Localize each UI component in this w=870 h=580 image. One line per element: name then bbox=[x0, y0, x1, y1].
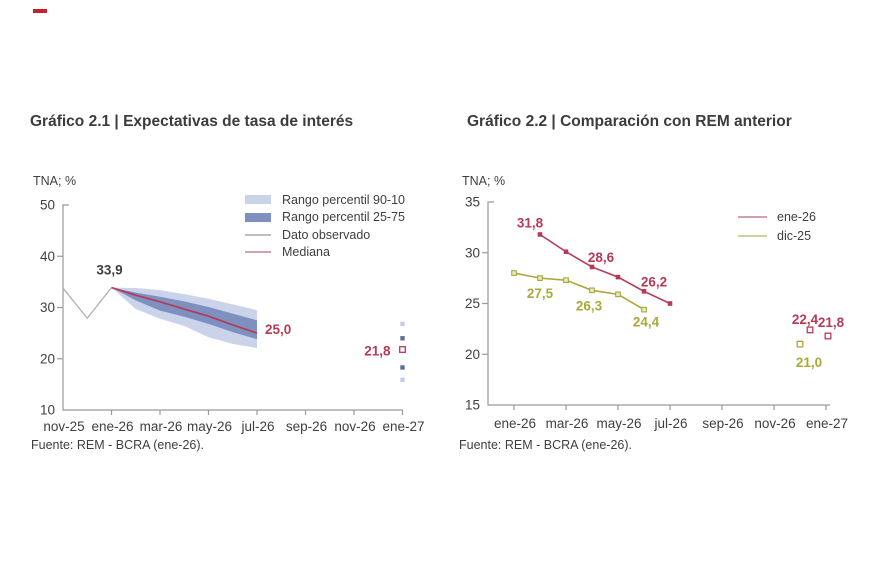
x-tick-label: jul-26 bbox=[653, 416, 687, 431]
scatter-marker-olive-open bbox=[796, 340, 804, 348]
x-tick-label: ene-26 bbox=[91, 419, 133, 434]
source-note: Fuente: REM - BCRA (ene-26). bbox=[31, 438, 204, 452]
percentile-band-25-75 bbox=[111, 287, 257, 340]
legend-item: Dato observado bbox=[245, 227, 405, 242]
median-line bbox=[111, 286, 258, 334]
scatter-marker-band-light bbox=[400, 377, 405, 382]
x-tick-label: ene-26 bbox=[494, 416, 536, 431]
data-label: 31,8 bbox=[517, 215, 544, 230]
source-note: Fuente: REM - BCRA (ene-26). bbox=[459, 438, 632, 452]
legend-label: Rango percentil 25-75 bbox=[282, 210, 405, 224]
x-tick-label: sep-26 bbox=[286, 419, 327, 434]
x-tick-label: jul-26 bbox=[240, 419, 274, 434]
x-tick-label: mar-26 bbox=[140, 419, 183, 434]
y-axis-unit-label: TNA; % bbox=[462, 174, 506, 188]
legend-item: Rango percentil 25-75 bbox=[245, 210, 405, 224]
series-marker-ene-26 bbox=[615, 274, 621, 280]
x-tick-label: ene-27 bbox=[382, 419, 424, 434]
data-label: 33,9 bbox=[96, 263, 122, 278]
y-tick-label: 40 bbox=[40, 249, 55, 264]
x-tick-label: sep-26 bbox=[702, 416, 743, 431]
chart-2-1-title: Gráfico 2.1 | Expectativas de tasa de in… bbox=[30, 113, 354, 130]
legend-item: ene-26 bbox=[738, 209, 816, 224]
scatter-marker-band-light bbox=[400, 321, 405, 327]
legend-item: Mediana bbox=[245, 245, 405, 259]
y-tick-label: 50 bbox=[40, 198, 55, 213]
scatter-marker-band-dark bbox=[400, 365, 405, 370]
y-tick-label: 30 bbox=[40, 300, 55, 315]
x-tick-label: nov-25 bbox=[43, 419, 84, 434]
percentile-25-75-swatch bbox=[245, 212, 271, 222]
percentile-90-10-swatch bbox=[245, 195, 271, 204]
top-accent-dash bbox=[33, 9, 47, 13]
series-marker-dic-25 bbox=[589, 287, 595, 294]
series-marker-ene-26 bbox=[667, 301, 673, 306]
data-label: 24,4 bbox=[633, 315, 660, 330]
observed-line-swatch bbox=[245, 233, 271, 236]
legend-item: Rango percentil 90-10 bbox=[245, 192, 405, 207]
x-tick-label: may-26 bbox=[596, 416, 641, 431]
y-tick-label: 15 bbox=[465, 398, 480, 413]
data-label: 28,6 bbox=[588, 250, 615, 265]
series-marker-ene-26 bbox=[563, 249, 569, 255]
data-label: 26,2 bbox=[641, 274, 667, 289]
scatter-marker-median-open bbox=[399, 346, 406, 353]
data-label: 21,0 bbox=[796, 355, 822, 370]
series-marker-ene-26 bbox=[589, 264, 595, 270]
legend-label: Dato observado bbox=[282, 227, 371, 242]
x-tick-label: ene-27 bbox=[806, 416, 848, 431]
series-marker-dic-25 bbox=[537, 275, 543, 281]
scatter-marker-red-open bbox=[824, 332, 832, 340]
x-tick-label: mar-26 bbox=[546, 416, 589, 431]
dic-25-line-swatch bbox=[738, 234, 767, 237]
x-tick-label: may-26 bbox=[187, 419, 232, 434]
y-tick-label: 20 bbox=[40, 351, 55, 366]
legend-label: Rango percentil 90-10 bbox=[282, 192, 405, 207]
data-label: 26,3 bbox=[576, 298, 603, 313]
scatter-marker-red-open bbox=[806, 326, 814, 334]
data-label: 27,5 bbox=[527, 286, 554, 301]
y-tick-label: 30 bbox=[465, 245, 480, 260]
observed-line bbox=[62, 287, 113, 320]
chart-2-1-legend: Rango percentil 90-10 Rango percentil 25… bbox=[245, 193, 405, 259]
series-line-ene-26 bbox=[539, 233, 671, 305]
chart-2-2-title: Gráfico 2.2 | Comparación con REM anteri… bbox=[467, 113, 792, 130]
series-marker-dic-25 bbox=[563, 277, 569, 284]
legend-label: ene-26 bbox=[777, 209, 816, 224]
chart-2-2-legend: ene-26 dic-25 bbox=[738, 209, 816, 243]
series-line-dic-25 bbox=[513, 272, 645, 311]
x-tick-label: nov-26 bbox=[754, 416, 795, 431]
legend-label: dic-25 bbox=[777, 228, 812, 243]
rem-comparison-chart: 35 30 25 20 15 ene-26 mar-26 may-26 jul-26 sep-26… bbox=[465, 195, 848, 432]
data-label: 25,0 bbox=[265, 322, 291, 337]
y-tick-label: 10 bbox=[40, 403, 55, 418]
scatter-marker-band-dark bbox=[400, 336, 405, 341]
series-marker-ene-26 bbox=[641, 289, 647, 294]
y-axis-unit-label: TNA; % bbox=[33, 174, 77, 188]
x-tick-label: nov-26 bbox=[334, 419, 375, 434]
y-tick-label: 35 bbox=[465, 195, 480, 210]
legend-label: Mediana bbox=[282, 245, 330, 259]
y-tick-label: 25 bbox=[465, 296, 480, 311]
series-marker-ene-26 bbox=[537, 232, 543, 237]
data-label: 22,4 bbox=[792, 312, 819, 327]
ene-26-line-swatch bbox=[738, 215, 767, 218]
y-tick-label: 20 bbox=[465, 347, 480, 362]
series-marker-dic-25 bbox=[615, 291, 621, 298]
data-label: 21,8 bbox=[364, 344, 391, 359]
data-label: 21,8 bbox=[818, 315, 845, 330]
series-marker-dic-25 bbox=[641, 306, 647, 313]
series-marker-dic-25 bbox=[511, 270, 517, 276]
legend-item: dic-25 bbox=[738, 228, 816, 243]
median-line-swatch bbox=[245, 251, 271, 253]
